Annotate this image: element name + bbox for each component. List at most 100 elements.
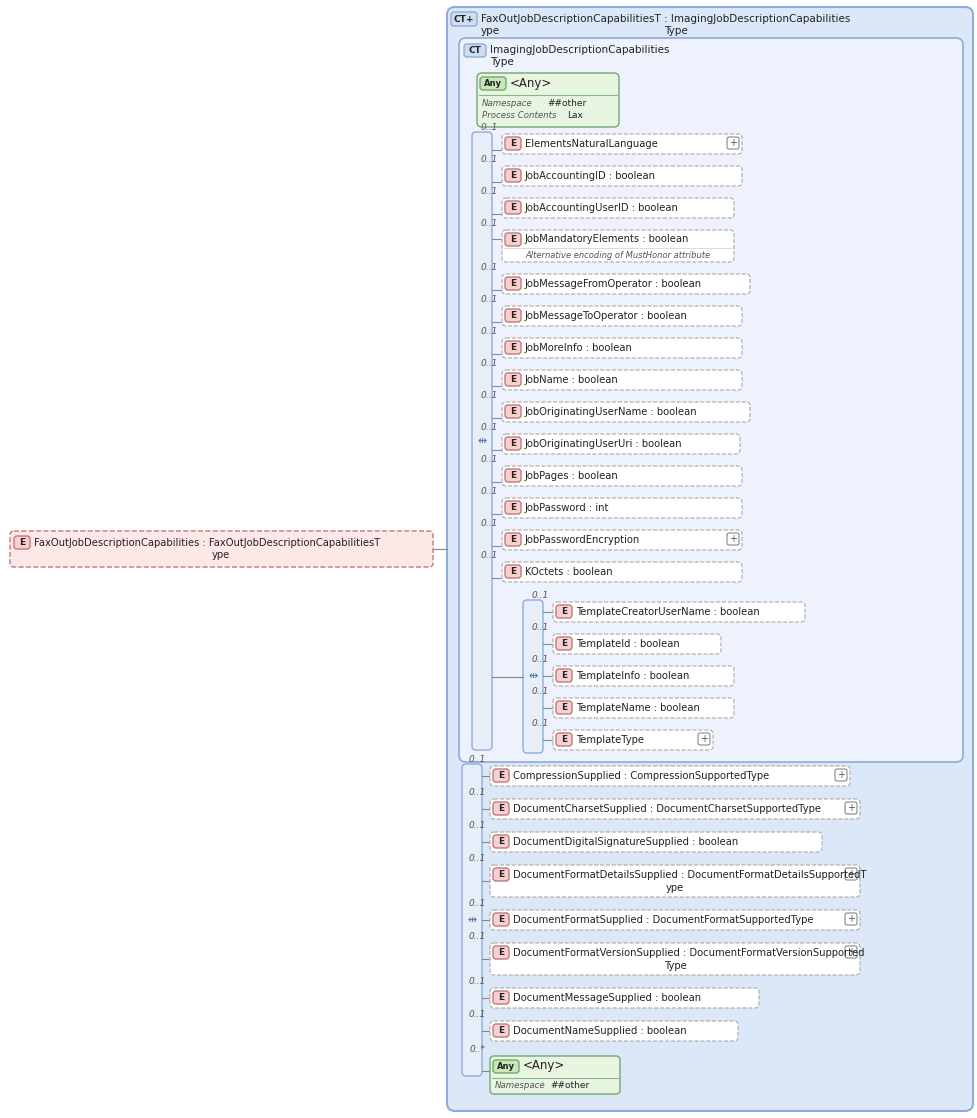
- Text: 0..1: 0..1: [468, 788, 486, 797]
- FancyBboxPatch shape: [501, 230, 734, 262]
- Text: E: E: [509, 139, 516, 148]
- Text: E: E: [497, 837, 503, 846]
- FancyBboxPatch shape: [463, 44, 486, 57]
- FancyBboxPatch shape: [501, 198, 734, 218]
- Text: Type: Type: [663, 26, 687, 36]
- Text: Alternative encoding of MustHonor attribute: Alternative encoding of MustHonor attrib…: [525, 250, 709, 259]
- Text: 0..1: 0..1: [468, 821, 486, 830]
- FancyBboxPatch shape: [556, 669, 572, 682]
- FancyBboxPatch shape: [698, 733, 709, 745]
- Text: TemplateType: TemplateType: [575, 735, 643, 745]
- Text: 0..1: 0..1: [481, 219, 497, 228]
- Text: E: E: [561, 671, 567, 680]
- FancyBboxPatch shape: [501, 370, 742, 390]
- FancyBboxPatch shape: [461, 764, 482, 1076]
- Text: ⇹: ⇹: [477, 436, 487, 446]
- Text: E: E: [561, 607, 567, 616]
- FancyBboxPatch shape: [501, 466, 742, 486]
- Text: 0..1: 0..1: [481, 187, 497, 196]
- Text: TemplateCreatorUserName : boolean: TemplateCreatorUserName : boolean: [575, 607, 759, 617]
- Text: E: E: [497, 771, 503, 780]
- Text: 0..1: 0..1: [481, 391, 497, 400]
- FancyBboxPatch shape: [489, 1021, 738, 1041]
- Text: FaxOutJobDescriptionCapabilitiesT : ImagingJobDescriptionCapabilities: FaxOutJobDescriptionCapabilitiesT : Imag…: [481, 15, 850, 23]
- Text: 0..*: 0..*: [470, 1045, 486, 1054]
- Text: E: E: [509, 203, 516, 212]
- Text: ##other: ##other: [546, 100, 585, 108]
- FancyBboxPatch shape: [489, 865, 859, 897]
- FancyBboxPatch shape: [492, 991, 508, 1004]
- FancyBboxPatch shape: [480, 77, 505, 91]
- FancyBboxPatch shape: [14, 536, 30, 549]
- Text: E: E: [497, 993, 503, 1002]
- FancyBboxPatch shape: [504, 533, 521, 546]
- FancyBboxPatch shape: [844, 802, 856, 814]
- Text: DocumentMessageSupplied : boolean: DocumentMessageSupplied : boolean: [513, 993, 701, 1003]
- Text: E: E: [561, 735, 567, 743]
- Text: ImagingJobDescriptionCapabilities: ImagingJobDescriptionCapabilities: [489, 45, 669, 55]
- Text: TemplateId : boolean: TemplateId : boolean: [575, 639, 679, 650]
- FancyBboxPatch shape: [501, 134, 742, 154]
- Text: 0..1: 0..1: [481, 551, 497, 560]
- Text: E: E: [509, 235, 516, 244]
- FancyBboxPatch shape: [504, 201, 521, 214]
- Text: E: E: [497, 804, 503, 813]
- Text: ⇹: ⇹: [467, 915, 476, 925]
- Text: Process Contents: Process Contents: [482, 111, 556, 120]
- FancyBboxPatch shape: [504, 233, 521, 246]
- FancyBboxPatch shape: [492, 1060, 519, 1073]
- FancyBboxPatch shape: [552, 698, 734, 718]
- FancyBboxPatch shape: [504, 437, 521, 451]
- Text: JobMessageToOperator : boolean: JobMessageToOperator : boolean: [525, 311, 687, 321]
- FancyBboxPatch shape: [552, 666, 734, 686]
- Text: E: E: [497, 948, 503, 957]
- Text: 0..1: 0..1: [481, 123, 497, 132]
- FancyBboxPatch shape: [523, 600, 542, 754]
- FancyBboxPatch shape: [504, 277, 521, 290]
- FancyBboxPatch shape: [492, 946, 508, 959]
- Text: TemplateName : boolean: TemplateName : boolean: [575, 703, 700, 713]
- FancyBboxPatch shape: [501, 338, 742, 358]
- Text: Namespace: Namespace: [482, 100, 532, 108]
- FancyBboxPatch shape: [556, 605, 572, 618]
- Text: +: +: [846, 915, 854, 923]
- Text: Type: Type: [663, 961, 686, 972]
- FancyBboxPatch shape: [552, 601, 804, 622]
- Text: CT: CT: [468, 46, 481, 55]
- Text: KOctets : boolean: KOctets : boolean: [525, 567, 612, 577]
- Text: 0..1: 0..1: [481, 487, 497, 496]
- Text: +: +: [700, 735, 707, 743]
- Text: JobOriginatingUserUri : boolean: JobOriginatingUserUri : boolean: [525, 439, 682, 449]
- Text: +: +: [836, 770, 844, 780]
- Text: E: E: [509, 567, 516, 576]
- Text: JobAccountingUserID : boolean: JobAccountingUserID : boolean: [525, 203, 678, 214]
- Text: JobOriginatingUserName : boolean: JobOriginatingUserName : boolean: [525, 407, 697, 417]
- FancyBboxPatch shape: [492, 913, 508, 926]
- Text: 0..1: 0..1: [481, 519, 497, 528]
- Text: ype: ype: [665, 883, 684, 893]
- Text: E: E: [509, 407, 516, 416]
- FancyBboxPatch shape: [501, 274, 749, 294]
- Text: 0..1: 0..1: [531, 686, 548, 697]
- Text: DocumentFormatVersionSupplied : DocumentFormatVersionSupported: DocumentFormatVersionSupplied : Document…: [513, 948, 864, 958]
- Text: DocumentDigitalSignatureSupplied : boolean: DocumentDigitalSignatureSupplied : boole…: [513, 837, 738, 847]
- FancyBboxPatch shape: [552, 634, 720, 654]
- FancyBboxPatch shape: [844, 913, 856, 925]
- Text: 0..1: 0..1: [468, 755, 486, 764]
- Text: E: E: [509, 471, 516, 480]
- FancyBboxPatch shape: [501, 165, 742, 186]
- FancyBboxPatch shape: [504, 309, 521, 322]
- Text: 0..1: 0..1: [481, 423, 497, 432]
- FancyBboxPatch shape: [504, 169, 521, 182]
- FancyBboxPatch shape: [492, 835, 508, 847]
- Text: E: E: [561, 703, 567, 712]
- FancyBboxPatch shape: [504, 373, 521, 386]
- FancyBboxPatch shape: [501, 562, 742, 582]
- Text: E: E: [509, 503, 516, 512]
- Text: Namespace: Namespace: [494, 1081, 545, 1090]
- FancyBboxPatch shape: [501, 306, 742, 326]
- FancyBboxPatch shape: [10, 531, 433, 567]
- Text: DocumentFormatDetailsSupplied : DocumentFormatDetailsSupportedT: DocumentFormatDetailsSupplied : Document…: [513, 870, 866, 880]
- Text: 0..1: 0..1: [468, 977, 486, 986]
- Text: 0..1: 0..1: [468, 854, 486, 863]
